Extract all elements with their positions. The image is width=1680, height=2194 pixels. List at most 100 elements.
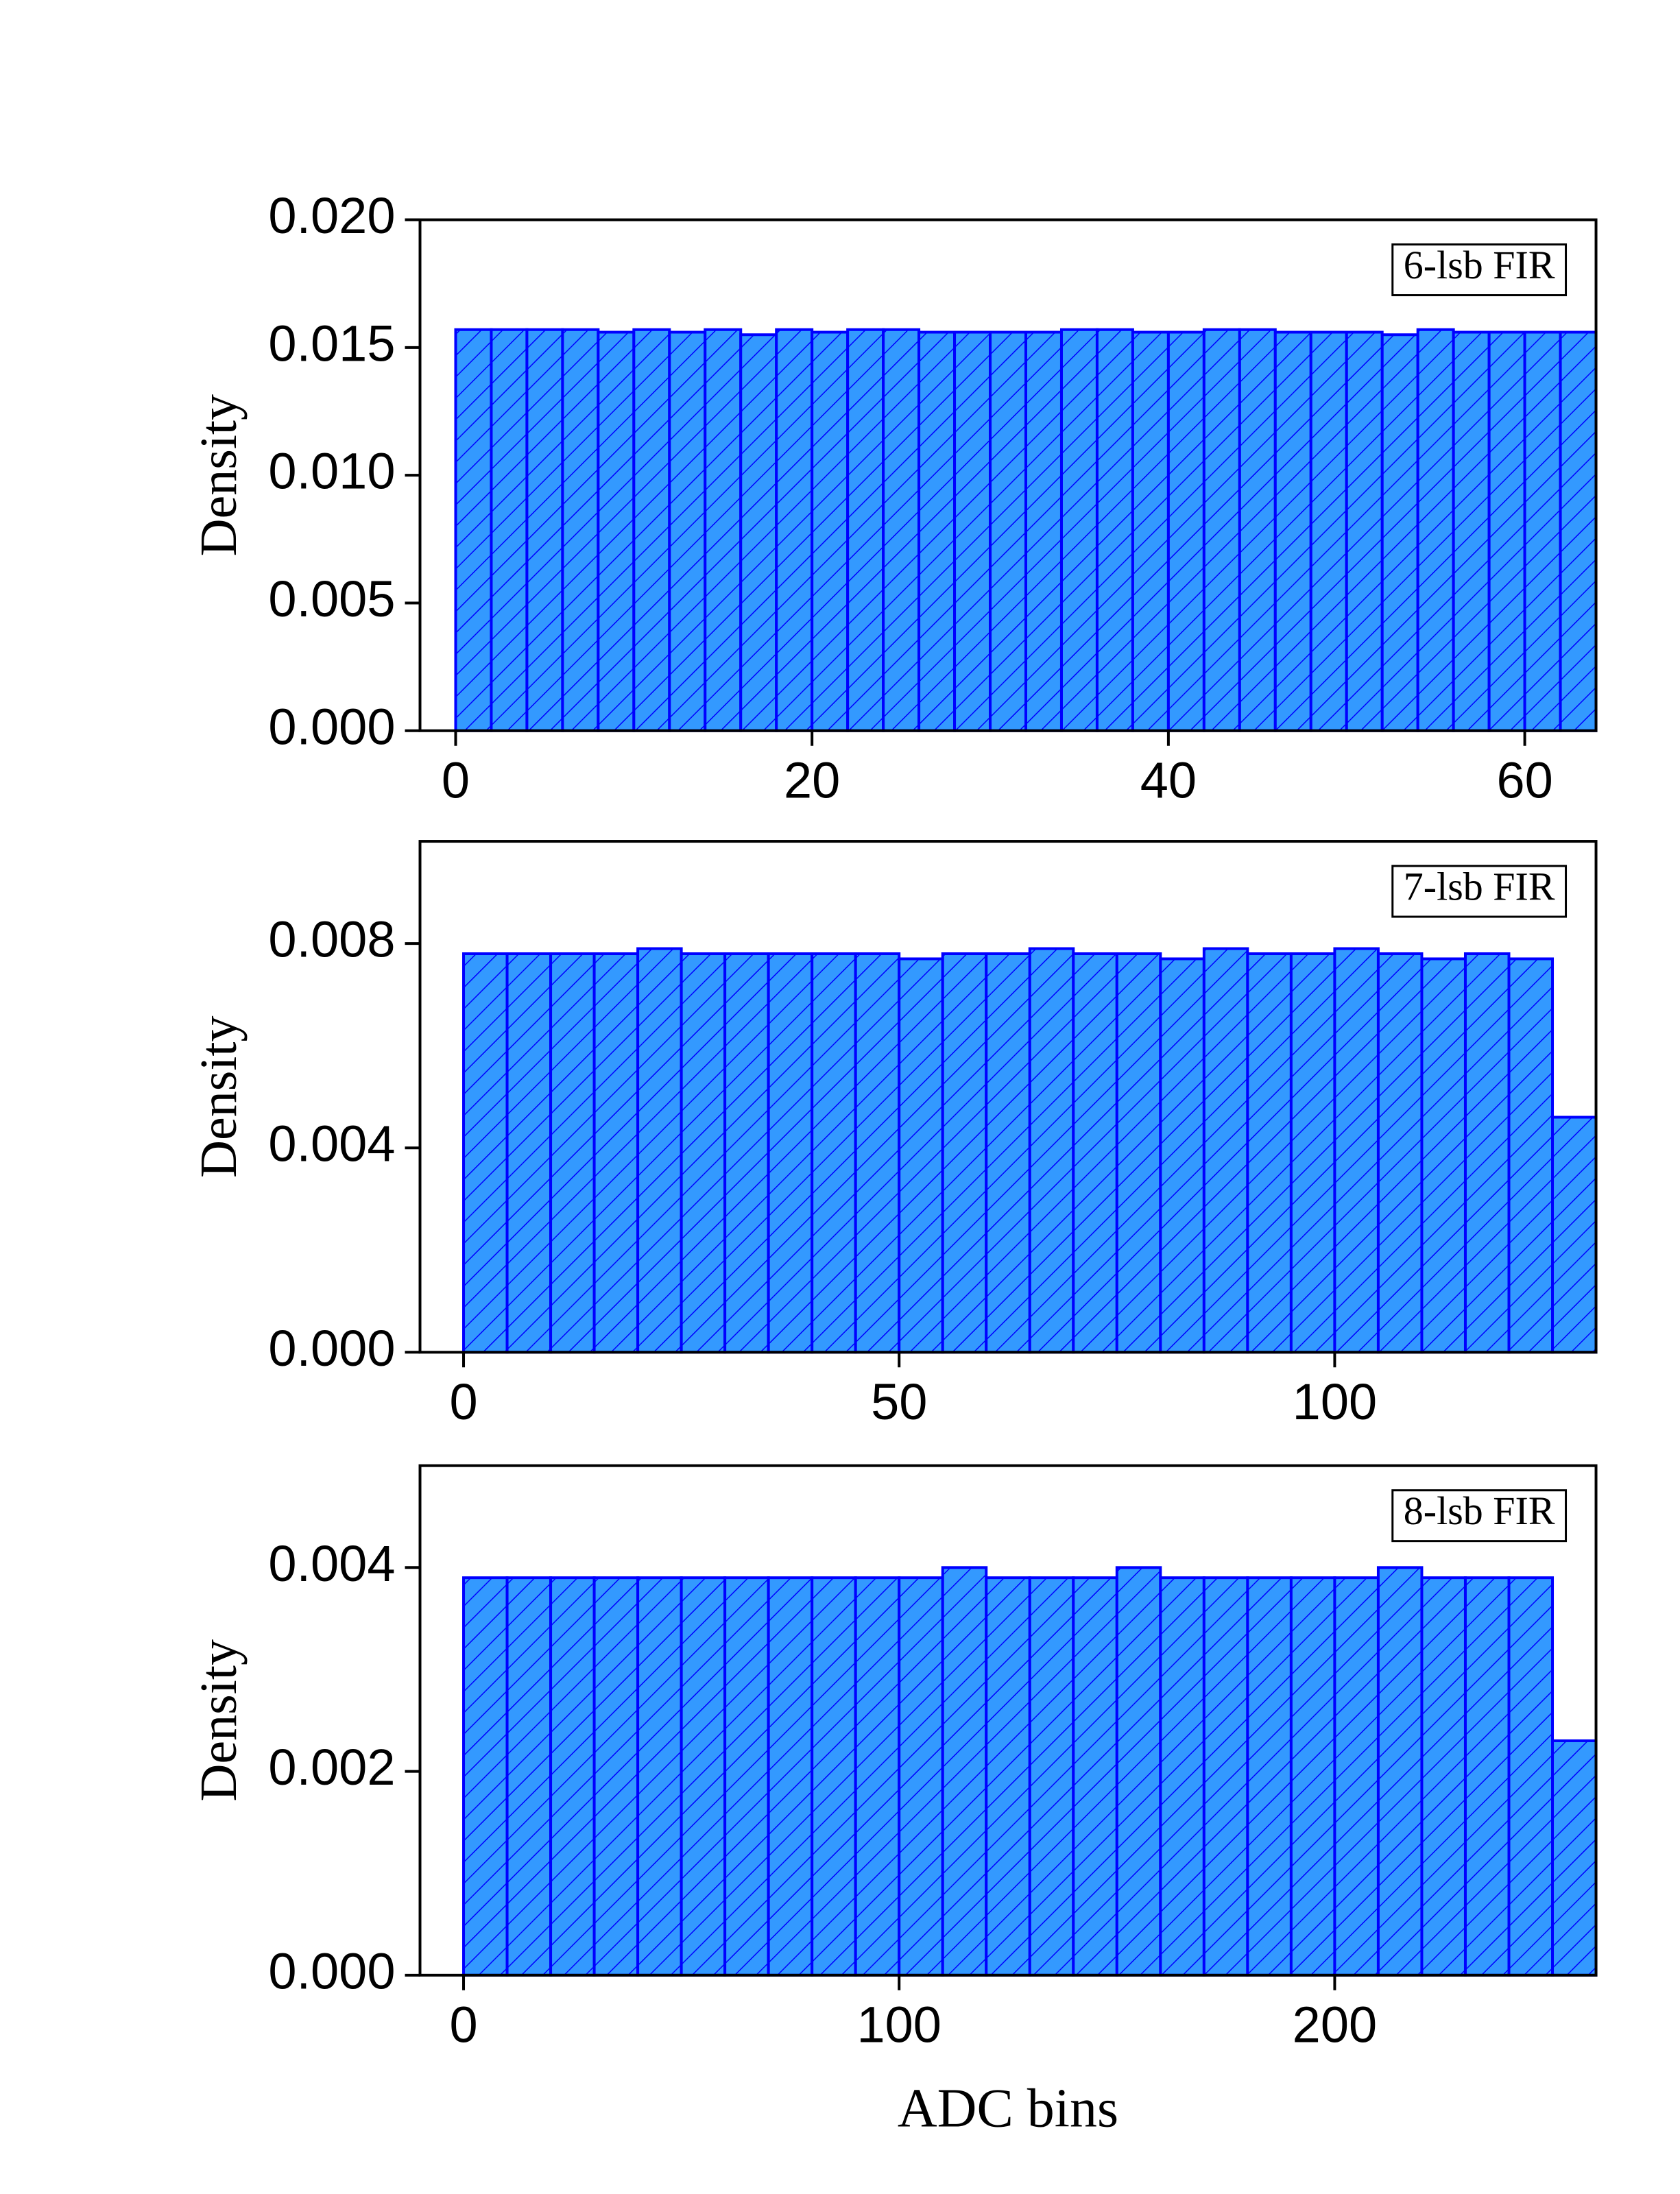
bar: [1202, 947, 1249, 1354]
x-tick-label: 100: [1293, 1373, 1377, 1430]
bar: [1115, 1566, 1162, 1977]
x-tick-label: 200: [1293, 1996, 1377, 2053]
bar: [490, 328, 529, 732]
bar: [549, 952, 596, 1354]
bar: [767, 1576, 814, 1977]
bar: [592, 952, 640, 1354]
bar: [1309, 330, 1348, 732]
y-axis-label: Density: [190, 394, 248, 556]
x-tick-label: 0: [449, 1373, 477, 1430]
bar: [989, 330, 1028, 732]
y-axis-label: Density: [190, 1639, 248, 1801]
bar: [636, 1576, 683, 1977]
bar: [723, 1576, 770, 1977]
bar: [462, 952, 509, 1354]
bar: [1095, 328, 1134, 732]
bar: [1376, 952, 1424, 1354]
bar: [1166, 330, 1205, 732]
bar: [854, 1576, 901, 1977]
bar: [882, 328, 921, 732]
bar: [941, 1566, 988, 1977]
annotation-box: [1391, 243, 1568, 297]
bar: [1072, 952, 1118, 1354]
bar: [592, 1576, 640, 1977]
y-tick-label: 0.004: [268, 1116, 395, 1172]
bar: [1487, 330, 1526, 732]
bar: [1202, 1576, 1249, 1977]
bar: [1551, 1739, 1598, 1977]
x-tick-label: 100: [856, 1996, 941, 2053]
bar: [1380, 333, 1419, 732]
bar: [854, 952, 901, 1354]
bar: [985, 952, 1031, 1354]
bar: [1416, 328, 1455, 732]
bar: [1246, 1576, 1293, 1977]
bar: [1159, 1576, 1205, 1977]
annotation-box: [1391, 1489, 1568, 1543]
bar: [668, 330, 707, 732]
x-axis-label: ADC bins: [898, 2078, 1118, 2138]
bar: [1559, 330, 1598, 732]
bar: [1420, 957, 1467, 1354]
bar: [1289, 1576, 1336, 1977]
y-tick-label: 0.004: [268, 1535, 395, 1592]
bar: [811, 952, 857, 1354]
bar: [1028, 1576, 1075, 1977]
annotation: 6-lsb FIR: [1404, 243, 1555, 287]
y-tick-label: 0.000: [268, 1320, 395, 1377]
x-tick-label: 60: [1496, 751, 1552, 808]
bar: [1551, 1116, 1598, 1354]
bar: [1202, 328, 1241, 732]
bar: [723, 952, 770, 1354]
bar: [1507, 957, 1555, 1354]
bar: [1159, 957, 1205, 1354]
bar: [1289, 952, 1336, 1354]
bar: [1463, 952, 1511, 1354]
bar: [636, 947, 683, 1354]
bar: [1028, 947, 1075, 1354]
x-tick-label: 40: [1140, 751, 1197, 808]
bar: [597, 330, 636, 732]
bar: [898, 1576, 944, 1977]
bar: [1238, 328, 1277, 732]
y-tick-label: 0.005: [268, 570, 395, 627]
bar: [1507, 1576, 1555, 1977]
bar: [846, 328, 885, 732]
bar: [1115, 952, 1162, 1354]
bar: [1072, 1576, 1118, 1977]
bar: [898, 957, 944, 1354]
y-tick-label: 0.020: [268, 187, 395, 244]
x-tick-label: 0: [449, 1996, 477, 2053]
y-tick-label: 0.000: [268, 1942, 395, 1999]
bar: [561, 328, 600, 732]
y-axis-label: Density: [190, 1015, 248, 1177]
bar: [505, 1576, 553, 1977]
annotation: 8-lsb FIR: [1404, 1488, 1555, 1533]
bar: [739, 333, 778, 732]
bar: [1333, 947, 1380, 1354]
bar: [632, 328, 671, 732]
bar: [1131, 330, 1170, 732]
bar: [1246, 952, 1293, 1354]
plot-frame: [418, 840, 1598, 1354]
bar: [941, 952, 988, 1354]
bar: [680, 952, 727, 1354]
bar: [1463, 1576, 1511, 1977]
bar: [1523, 330, 1562, 732]
y-tick-label: 0.002: [268, 1739, 395, 1796]
y-tick-label: 0.015: [268, 315, 395, 372]
bar: [1452, 330, 1491, 732]
y-tick-label: 0.000: [268, 698, 395, 755]
plot-frame: [418, 1464, 1598, 1977]
bar: [454, 328, 493, 732]
bar: [1024, 330, 1063, 732]
bar: [1420, 1576, 1467, 1977]
bar: [525, 328, 564, 732]
bar: [704, 328, 743, 732]
x-tick-label: 50: [871, 1373, 927, 1430]
bar: [1273, 330, 1312, 732]
bar: [680, 1576, 727, 1977]
bar: [1376, 1566, 1424, 1977]
bar: [811, 330, 850, 732]
